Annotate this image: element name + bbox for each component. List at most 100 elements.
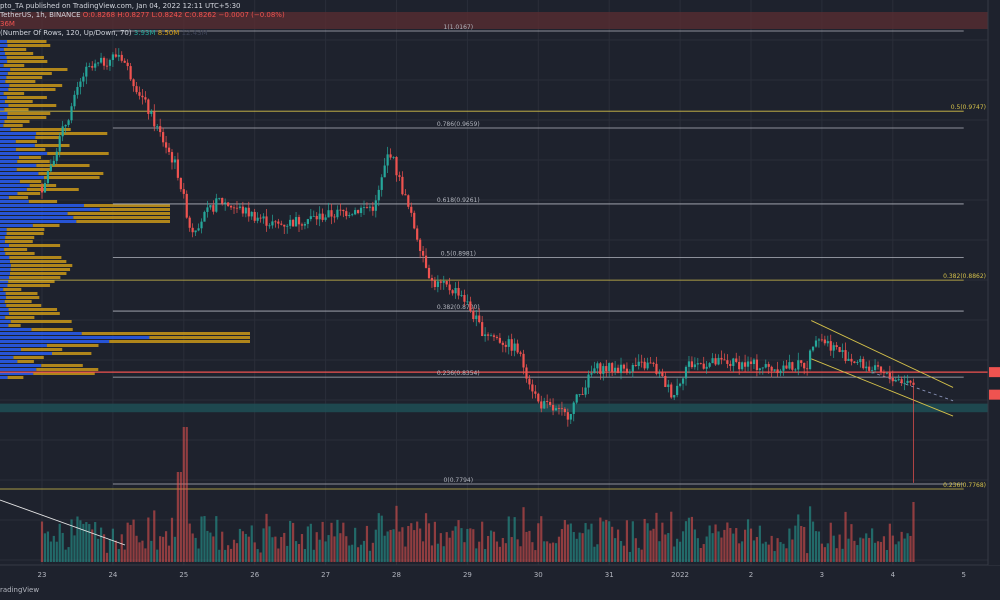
vp-up-bar (0, 52, 5, 55)
vp-up-bar (0, 112, 8, 115)
volume-bar (424, 513, 428, 562)
vp-down-bar (6, 228, 45, 231)
candle-body (625, 368, 629, 373)
vp-up-bar (0, 296, 6, 299)
candle-body (52, 160, 55, 166)
candle-body (726, 360, 729, 364)
candle-body (575, 394, 578, 403)
volume-bar (516, 539, 519, 562)
candle-body (303, 223, 307, 226)
vp-up-bar (0, 100, 5, 103)
candle-body (519, 352, 522, 354)
candle-body (702, 363, 705, 369)
volume-bar (173, 536, 177, 562)
candle-body (421, 250, 425, 256)
volume-bar (330, 522, 333, 562)
candle-body (741, 362, 744, 370)
volume-bar (371, 542, 374, 562)
vp-down-bar (83, 204, 170, 207)
volume-bar (791, 539, 794, 562)
vp-up-bar (0, 220, 77, 223)
vp-down-bar (99, 208, 170, 211)
volume-bar (755, 536, 759, 562)
volume-bar (856, 545, 859, 562)
volume-bar (303, 549, 307, 562)
volume-bar (135, 535, 138, 562)
volume-bar (655, 512, 658, 562)
candle-body (847, 358, 850, 361)
x-axis: 23 24 25 26 27 28 29 30 31 2022 2 3 4 5 (0, 564, 1000, 600)
vp-down-bar (36, 368, 99, 371)
candle-body (262, 216, 265, 219)
volume-bar (52, 535, 55, 562)
symbol-legend[interactable]: TetherUS, 1h, BINANCE O:0.8268 H:0.8277 … (0, 11, 285, 20)
candle-body (549, 402, 552, 405)
vp-up-bar (0, 292, 6, 295)
x-tick-label: 29 (463, 571, 472, 579)
volume-bar (773, 551, 776, 562)
volume-bar (584, 523, 587, 562)
candle-body (717, 357, 720, 365)
candle-body (312, 215, 315, 217)
volume-bar (280, 537, 283, 562)
candle-body (463, 295, 466, 302)
vp-down-bar (6, 304, 42, 307)
volume-bar (687, 517, 691, 562)
volume-bar (599, 517, 602, 562)
volume-bar (79, 520, 82, 562)
candle-body (162, 132, 165, 143)
vp-down-bar (9, 244, 61, 247)
candle-body (286, 225, 289, 227)
price-axis-bg (988, 0, 1000, 565)
vp-up-bar (0, 308, 9, 311)
candle-body (61, 126, 64, 137)
candle-body (746, 361, 750, 367)
candle-body (419, 239, 422, 251)
volume-bar (581, 533, 584, 562)
volume-bar (847, 538, 850, 562)
volume-bar (114, 540, 117, 562)
volume-bar (46, 531, 50, 562)
fib-label: 0.236(0.7768) (943, 482, 986, 489)
price-axis[interactable] (987, 0, 1000, 565)
candle-body (602, 366, 605, 374)
candle-body (510, 339, 513, 351)
candle-body (835, 345, 838, 348)
volume-bar (838, 534, 841, 562)
vp-down-bar (15, 140, 38, 143)
volume-bar (551, 542, 555, 562)
volume-bar (374, 529, 377, 562)
candle-body (628, 371, 631, 373)
candle-body (906, 380, 909, 383)
volume-bar (164, 531, 168, 562)
candle-body (761, 367, 764, 369)
indicator-legend[interactable]: (Number Of Rows, 120, Up/Down, 70) 3.93M… (0, 29, 208, 38)
candle-body (416, 228, 419, 240)
candle-body (144, 97, 147, 100)
volume-bar (259, 552, 262, 562)
volume-bar (679, 541, 682, 562)
candle-body (856, 362, 859, 363)
candle-body (294, 217, 298, 227)
vp-down-bar (6, 76, 43, 79)
volume-bar (531, 542, 534, 562)
volume-bar (865, 533, 868, 562)
candle-body (244, 207, 247, 214)
vp-down-bar (7, 112, 51, 115)
volume-bar (413, 530, 416, 562)
volume-bar (469, 528, 472, 562)
vp-up-bar (0, 80, 6, 83)
candle-body (551, 404, 555, 411)
candle-body (811, 346, 815, 351)
vp-down-bar (8, 196, 29, 199)
volume-bar (519, 546, 522, 562)
volume-bar (292, 522, 295, 562)
candle-body (699, 363, 702, 365)
candle-body (209, 205, 212, 208)
candle-body (888, 372, 891, 378)
candle-body (537, 393, 540, 402)
volume-bar (218, 549, 221, 562)
volume-bar (578, 532, 581, 562)
volume-bar (97, 538, 100, 562)
